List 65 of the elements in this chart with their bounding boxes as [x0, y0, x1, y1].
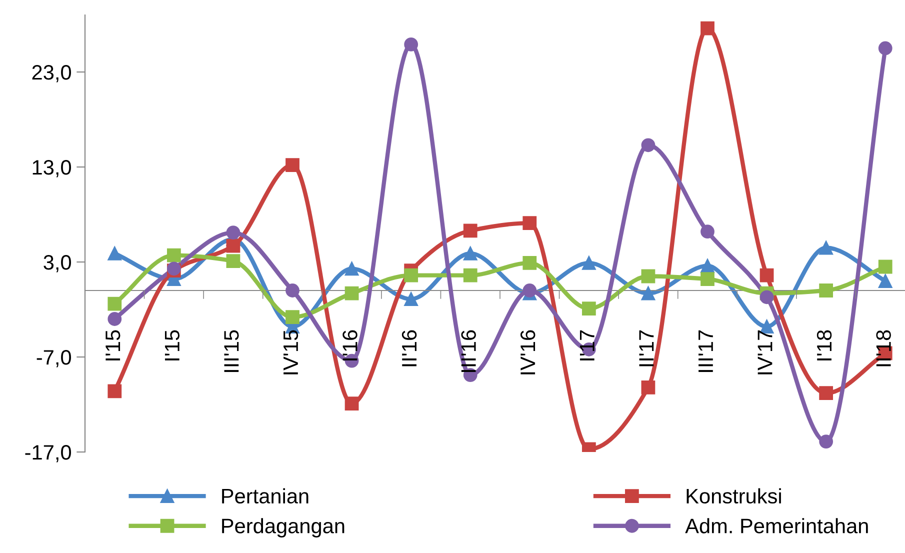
point [226, 226, 240, 240]
point [108, 312, 122, 326]
point [344, 396, 359, 410]
x-tick-label: I'18 [816, 330, 832, 360]
x-tick-label: I'17 [580, 330, 594, 360]
x-tick-label: III'17 [698, 330, 713, 372]
point [108, 246, 122, 260]
point [819, 284, 834, 298]
point [641, 269, 656, 284]
y-tick-label: 13,0 [32, 160, 71, 178]
y-tick-label: 3,0 [44, 255, 71, 272]
point [226, 238, 240, 253]
point [641, 380, 656, 394]
y-tick-label: -17,0 [25, 445, 71, 462]
x-tick-label: III'15 [224, 330, 239, 372]
x-tick-label: II'16 [402, 330, 417, 366]
x-tick-label: I'16 [342, 330, 358, 360]
point [404, 292, 418, 306]
x-tick-label: IV'17 [758, 330, 772, 374]
point [522, 256, 537, 270]
point [582, 302, 596, 316]
point [404, 268, 418, 282]
point [226, 254, 240, 268]
point [286, 284, 300, 298]
point [700, 272, 714, 286]
point [760, 268, 774, 282]
point [878, 41, 892, 56]
x-tick-label: II'18 [876, 330, 891, 366]
point [522, 216, 537, 230]
point [108, 296, 122, 311]
point [463, 224, 478, 238]
point [819, 386, 834, 400]
x-tick-label: IV'16 [520, 330, 536, 374]
point [463, 246, 478, 260]
point [404, 38, 418, 52]
point [641, 286, 656, 300]
x-tick-label: IV'15 [284, 330, 298, 374]
legend-label: Adm. Pemerintahan [685, 518, 868, 534]
point [819, 240, 834, 255]
point [108, 384, 122, 398]
x-tick-label: II'17 [639, 330, 654, 366]
point [819, 434, 834, 448]
legend-label: Perdagangan [222, 518, 344, 538]
point [344, 262, 359, 276]
point [463, 268, 478, 282]
point [286, 158, 300, 172]
point [878, 274, 892, 288]
point [878, 260, 892, 274]
x-tick-label: I'15 [106, 330, 120, 360]
x-tick-label: III'16 [461, 330, 476, 372]
point [700, 21, 714, 36]
point [286, 310, 300, 324]
point [641, 138, 656, 152]
point [166, 248, 181, 262]
point [700, 224, 714, 239]
legend-label: Pertanian [222, 488, 308, 504]
y-tick-label: 23,0 [32, 65, 71, 82]
legend-label: Konstruksi [686, 488, 781, 504]
x-tick-label: I'15 [164, 330, 180, 360]
point [700, 258, 714, 273]
y-tick-label: -7,0 [36, 350, 71, 368]
point [522, 284, 537, 298]
point [582, 256, 596, 270]
point [344, 286, 359, 300]
point [760, 290, 774, 304]
